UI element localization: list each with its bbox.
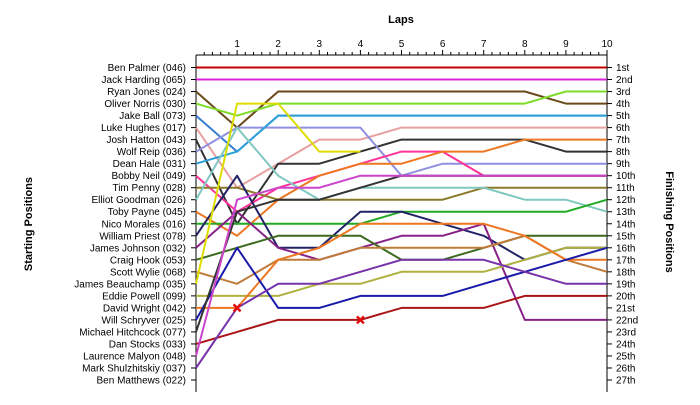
driver-label: Elliot Goodman (026) [92, 195, 187, 206]
lap-tick-label: 6 [440, 39, 446, 50]
driver-label: David Wright (042) [103, 303, 186, 314]
finishing-position-label: 16th [616, 243, 635, 254]
finishing-position-label: 11th [616, 183, 635, 194]
driver-label: Toby Payne (045) [108, 207, 186, 218]
left-axis-title: Starting Positions [23, 177, 35, 271]
series-line [195, 150, 607, 213]
finishing-position-label: 21st [616, 303, 635, 314]
series-line [195, 210, 607, 321]
series-line [195, 90, 607, 117]
series-line [196, 246, 607, 297]
finishing-position-label: 2nd [616, 75, 633, 86]
finishing-position-label: 15th [616, 231, 635, 242]
driver-label: William Priest (078) [99, 231, 186, 242]
finishing-position-label: 1st [616, 63, 630, 74]
driver-label: Josh Hatton (043) [107, 135, 187, 146]
right-axis-title: Finishing Positions [663, 171, 675, 272]
driver-labels: Ben Palmer (046)Jack Harding (065)Ryan J… [74, 63, 186, 387]
series-line [195, 258, 607, 369]
lap-tick-labels: 1 2 3 4 5 6 7 8 9 10 [234, 39, 613, 50]
driver-label: Luke Hughes (017) [101, 123, 186, 134]
finishing-position-label: 23rd [616, 327, 636, 338]
series-line [195, 126, 607, 189]
lap-tick-label: 2 [275, 39, 281, 50]
driver-label: Jake Ball (073) [119, 111, 186, 122]
driver-label: Ryan Jones (024) [107, 87, 186, 98]
series-line [195, 246, 608, 321]
driver-label: Nico Morales (016) [102, 219, 186, 230]
driver-label: Ben Palmer (046) [108, 63, 186, 74]
driver-label: Will Schryver (025) [102, 315, 186, 326]
finishing-position-label: 12th [616, 195, 635, 206]
lap-tick-label: 7 [481, 39, 487, 50]
finishing-position-label: 4th [616, 99, 630, 110]
finishing-position-label: 19th [616, 279, 635, 290]
driver-label: Mark Shulzhitskiy (037) [82, 363, 186, 374]
finishing-position-label: 13th [616, 207, 635, 218]
finishing-position-label: 24th [616, 339, 635, 350]
lap-tick-label: 8 [522, 39, 528, 50]
finishing-position-label: 10th [616, 171, 635, 182]
driver-label: Craig Hook (053) [110, 255, 186, 266]
finishing-position-label: 7th [616, 135, 630, 146]
lap-tick-label: 3 [317, 39, 323, 50]
axes [191, 50, 612, 392]
retirement-marker [232, 303, 242, 313]
driver-label: Michael Hitchcock (077) [79, 327, 186, 338]
lap-tick-label: 9 [563, 39, 569, 50]
finishing-position-label: 22nd [616, 315, 638, 326]
series-line [196, 222, 607, 309]
retirement-markers [232, 303, 365, 325]
finishing-position-label: 5th [616, 111, 630, 122]
series-lines [195, 66, 608, 369]
chart-title: Laps [388, 14, 414, 26]
series-line [195, 126, 608, 213]
driver-label: Laurence Malyon (048) [83, 351, 186, 362]
finishing-position-label: 25th [616, 351, 635, 362]
driver-label: Ben Matthews (022) [97, 376, 187, 387]
driver-label: Dean Hale (031) [113, 159, 186, 170]
lap-tick-label: 10 [601, 39, 613, 50]
finishing-position-label: 3rd [616, 87, 630, 98]
series-line [195, 114, 607, 165]
driver-label: Jack Harding (065) [102, 75, 186, 86]
driver-label: Dan Stocks (033) [109, 339, 186, 350]
series-line [195, 294, 607, 345]
retirement-marker [356, 315, 365, 325]
finishing-position-label: 9th [616, 159, 630, 170]
driver-label: Scott Wylie (068) [110, 267, 186, 278]
series-line [195, 174, 607, 357]
series-line [195, 138, 607, 237]
series-line [195, 102, 361, 285]
finishing-position-label: 26th [616, 363, 635, 374]
finishing-position-label: 20th [616, 291, 635, 302]
lap-tick-label: 1 [234, 39, 240, 50]
finishing-position-label: 17th [616, 255, 635, 266]
series-line [195, 138, 607, 225]
finishing-position-label: 6th [616, 123, 630, 134]
driver-label: Oliver Norris (030) [104, 99, 186, 110]
lap-tick-label: 5 [399, 39, 405, 50]
series-line [196, 186, 607, 201]
finishing-position-labels: 1st2nd3rd4th5th6th7th8th9th10th11th12th1… [616, 63, 638, 387]
driver-label: James Beauchamp (035) [74, 279, 186, 290]
driver-label: Eddie Powell (099) [102, 291, 186, 302]
finishing-position-label: 18th [616, 267, 635, 278]
driver-label: Tim Penny (028) [112, 183, 186, 194]
finishing-position-label: 14th [616, 219, 635, 230]
lap-tick-label: 4 [358, 39, 364, 50]
driver-label: Bobby Neil (049) [112, 171, 186, 182]
driver-label: Wolf Reip (036) [117, 147, 186, 158]
finishing-position-label: 8th [616, 147, 630, 158]
driver-label: James Johnson (032) [90, 243, 186, 254]
finishing-position-label: 27th [616, 376, 635, 387]
